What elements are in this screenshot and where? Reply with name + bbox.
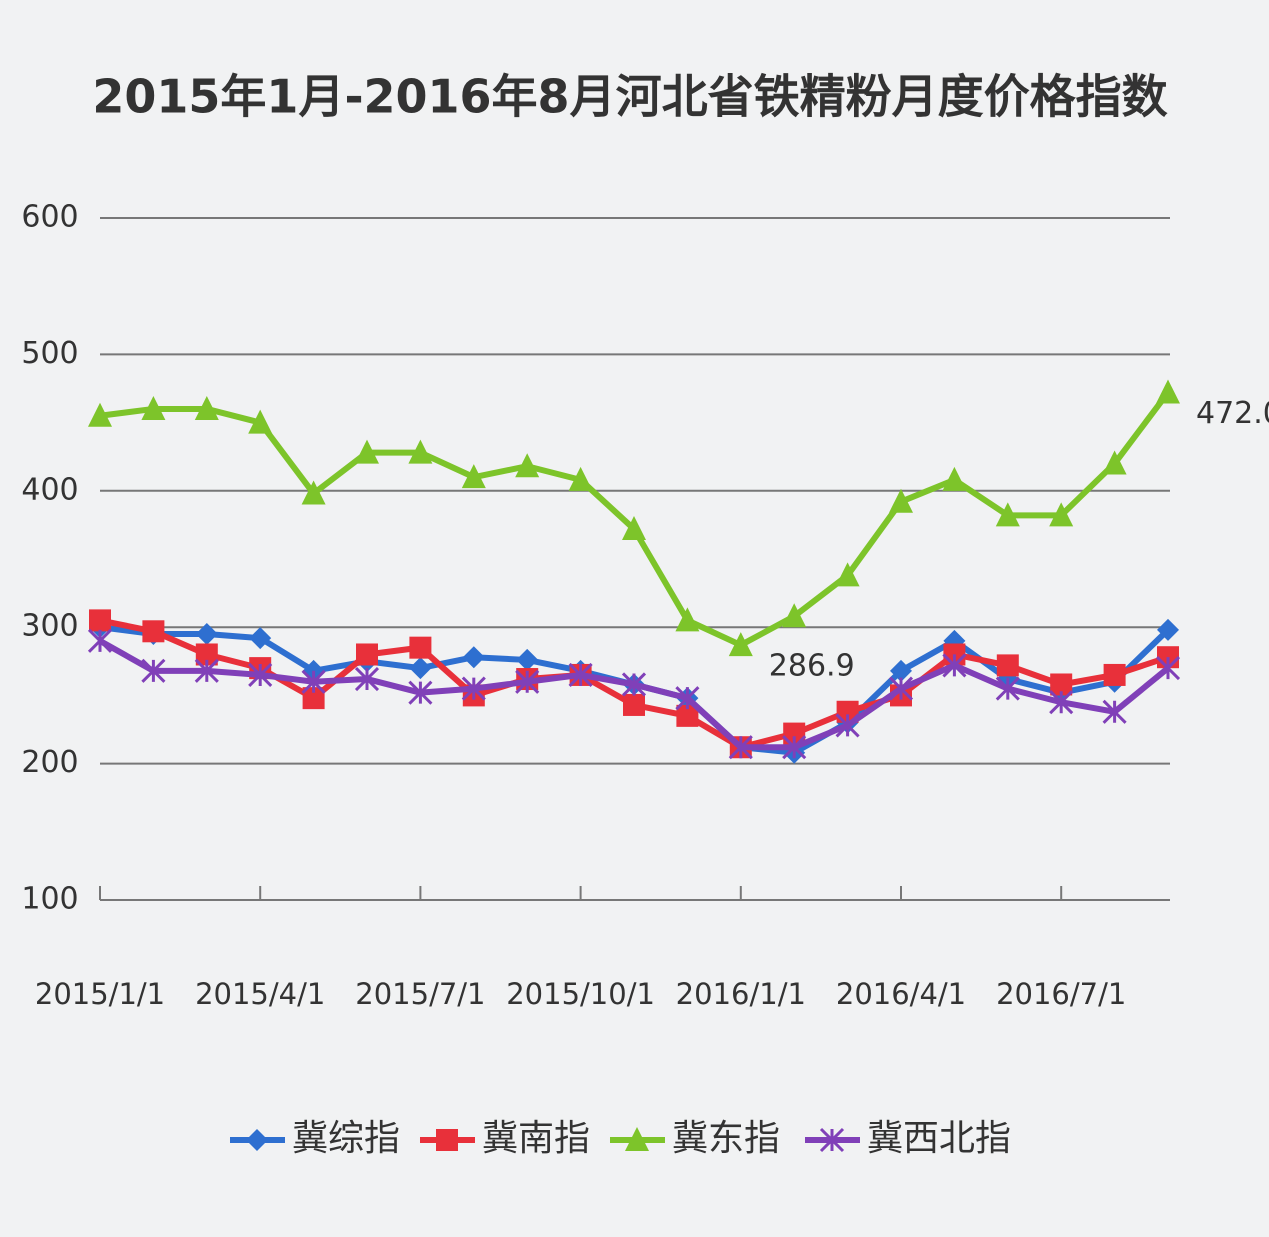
marker	[87, 628, 113, 653]
marker	[249, 627, 272, 650]
marker	[142, 620, 165, 643]
y-tick-label: 600	[21, 200, 78, 235]
marker	[1102, 699, 1127, 724]
marker	[1049, 690, 1074, 715]
legend-label: 冀西北指	[867, 1118, 1011, 1159]
data-label: 286.9	[769, 649, 855, 684]
marker	[516, 648, 539, 671]
marker	[782, 603, 807, 628]
marker	[195, 623, 218, 646]
marker	[621, 672, 647, 697]
x-tick-label: 2016/1/1	[676, 977, 806, 1011]
x-tick-label: 2015/10/1	[506, 977, 655, 1011]
marker	[890, 659, 912, 682]
marker	[728, 735, 753, 760]
marker	[355, 439, 379, 464]
y-tick-label: 400	[21, 472, 78, 507]
marker	[1157, 618, 1179, 641]
y-tick-label: 500	[21, 336, 78, 371]
y-tick-label: 300	[21, 609, 78, 644]
legend-label: 冀东指	[672, 1118, 780, 1159]
marker	[675, 607, 700, 632]
chart-title: 2015年1月-2016年8月河北省铁精粉月度价格指数	[92, 70, 1167, 124]
marker	[995, 502, 1020, 527]
marker	[625, 1127, 649, 1151]
plot: 100 200 300 400 500 600 2015/1/1 2015/4/1 2015/7…	[21, 200, 1269, 1160]
marker	[623, 693, 645, 716]
marker	[996, 654, 1019, 677]
marker	[409, 636, 432, 659]
marker	[782, 735, 807, 760]
marker	[1103, 663, 1126, 686]
legend-label: 冀综指	[292, 1118, 400, 1159]
marker	[995, 676, 1020, 701]
marker	[942, 653, 967, 678]
marker	[819, 1127, 845, 1153]
marker	[515, 669, 540, 694]
marker	[462, 646, 485, 669]
marker	[568, 466, 593, 491]
x-tick-label: 2016/7/1	[996, 977, 1126, 1011]
marker	[889, 488, 913, 513]
legend-label: 冀南指	[482, 1118, 590, 1159]
marker	[302, 687, 325, 710]
marker	[408, 439, 433, 464]
marker	[301, 480, 326, 505]
marker	[835, 713, 860, 738]
marker	[676, 704, 699, 727]
marker	[88, 402, 112, 427]
marker	[436, 1129, 458, 1151]
marker	[461, 464, 486, 489]
marker	[515, 453, 540, 478]
marker	[888, 676, 914, 701]
marker	[194, 395, 219, 420]
marker	[1102, 450, 1127, 475]
x-tick-label: 2015/4/1	[195, 977, 325, 1011]
marker	[728, 632, 753, 657]
legend-item: 冀西北指	[805, 1118, 1011, 1159]
marker	[1049, 502, 1074, 527]
marker	[783, 722, 806, 745]
legend-item: 冀综指	[230, 1118, 400, 1159]
y-tick-label: 100	[21, 882, 78, 917]
marker	[246, 1129, 268, 1151]
marker	[622, 515, 646, 540]
marker	[1050, 673, 1073, 696]
legend-item: 冀东指	[610, 1118, 780, 1159]
marker	[356, 643, 378, 666]
marker	[408, 680, 433, 705]
marker	[89, 609, 111, 632]
marker	[354, 666, 380, 692]
marker	[1155, 656, 1181, 681]
x-tick-label: 2015/1/1	[35, 977, 165, 1011]
marker	[675, 686, 700, 711]
marker	[568, 662, 593, 688]
marker	[248, 409, 273, 434]
marker	[835, 562, 860, 587]
marker	[301, 669, 326, 694]
marker	[409, 657, 432, 680]
marker	[141, 395, 166, 420]
marker	[942, 466, 967, 491]
marker	[1156, 379, 1180, 404]
marker	[195, 643, 218, 666]
x-tick-label: 2016/4/1	[836, 977, 966, 1011]
marker	[461, 676, 486, 701]
marker	[248, 662, 273, 688]
marker	[836, 700, 859, 723]
y-tick-label: 200	[21, 745, 78, 780]
marker	[194, 658, 219, 683]
data-label: 472.04	[1196, 396, 1269, 431]
x-tick-label: 2015/7/1	[355, 977, 485, 1011]
legend-item: 冀南指	[420, 1118, 590, 1159]
marker	[141, 658, 166, 683]
